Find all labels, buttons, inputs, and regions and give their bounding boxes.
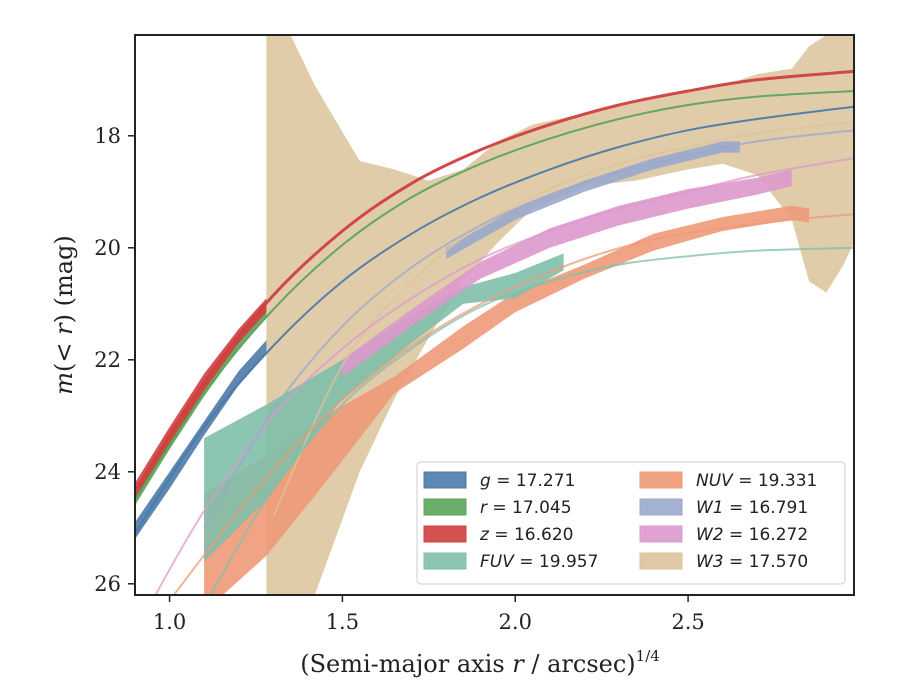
legend-label-w3: W3 = 17.570 bbox=[696, 552, 808, 572]
y-axis-label: m(< r) (mag) bbox=[50, 235, 78, 395]
legend-label-nuv: NUV = 19.331 bbox=[696, 471, 817, 491]
legend-label-z: z = 16.620 bbox=[479, 525, 573, 545]
fit-line-fuv bbox=[209, 246, 854, 595]
fit-line-r bbox=[135, 90, 854, 501]
band-w1 bbox=[446, 141, 740, 259]
legend-label-g: g = 17.271 bbox=[480, 471, 575, 491]
y-tick-label: 18 bbox=[94, 124, 121, 148]
y-tick-label: 22 bbox=[94, 348, 121, 372]
legend-swatch-w3 bbox=[639, 552, 683, 570]
legend-label-fuv: FUV = 19.957 bbox=[480, 552, 598, 572]
x-tick-label: 2.5 bbox=[671, 610, 704, 634]
y-tick-label: 24 bbox=[94, 460, 121, 484]
band-z bbox=[135, 298, 267, 500]
x-axis-label: (Semi-major axis r / arcsec)1/4 bbox=[300, 647, 660, 678]
legend-frame bbox=[416, 461, 846, 585]
y-axis-ticks: 18 20 22 24 26 bbox=[94, 124, 135, 596]
x-tick-label: 1.0 bbox=[153, 610, 186, 634]
legend-label-r: r = 17.045 bbox=[480, 498, 572, 518]
band-nuv bbox=[204, 205, 810, 595]
x-tick-label: 1.5 bbox=[326, 610, 359, 634]
legend-swatch-w1 bbox=[639, 498, 683, 516]
legend-swatch-fuv bbox=[423, 552, 467, 570]
legend-swatch-w2 bbox=[639, 525, 683, 543]
fit-line-w2 bbox=[154, 157, 854, 595]
fit-curves bbox=[135, 69, 854, 595]
legend-label-w1: W1 = 16.791 bbox=[696, 498, 808, 518]
fit-line-z bbox=[135, 69, 854, 493]
y-tick-label: 20 bbox=[94, 236, 121, 260]
fit-line-w1 bbox=[203, 129, 854, 529]
x-axis-ticks: 1.0 1.5 2.0 2.5 bbox=[153, 595, 705, 634]
x-tick-label: 2.0 bbox=[499, 610, 532, 634]
y-tick-label: 26 bbox=[94, 572, 121, 596]
fit-line-g bbox=[135, 105, 854, 534]
legend-swatch-g bbox=[423, 471, 467, 489]
legend-swatch-z bbox=[423, 525, 467, 543]
band-w2 bbox=[342, 169, 792, 377]
legend: g = 17.271 r = 17.045 z = 16.620 FUV = 19.9… bbox=[416, 461, 846, 585]
plot-frame bbox=[134, 34, 855, 596]
band-w3 bbox=[266, 35, 854, 595]
fit-line-nuv bbox=[172, 213, 854, 595]
legend-swatch-r bbox=[423, 498, 467, 516]
legend-swatch-nuv bbox=[639, 471, 683, 489]
legend-label-w2: W2 = 16.272 bbox=[696, 525, 808, 545]
fit-line-w3 bbox=[272, 120, 854, 518]
